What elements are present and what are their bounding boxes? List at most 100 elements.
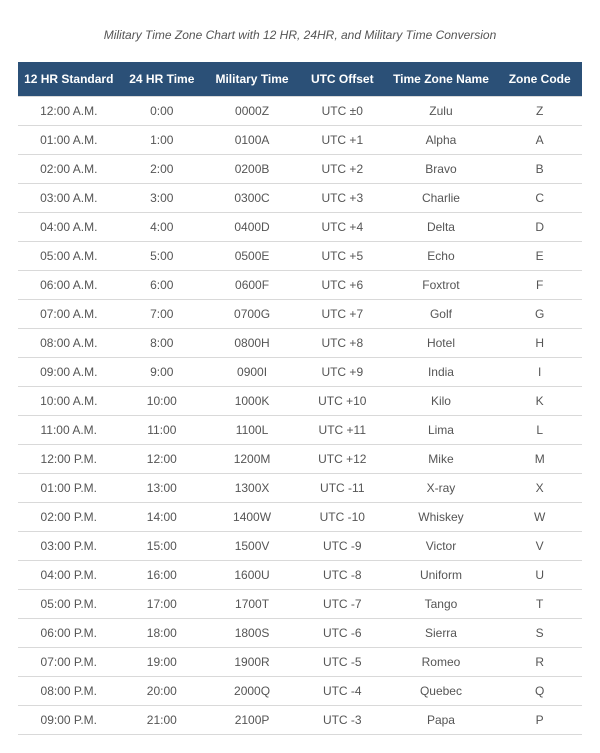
table-cell: 0:00	[120, 97, 205, 126]
table-cell: 0700G	[204, 300, 300, 329]
table-header: 12 HR Standard24 HR TimeMilitary TimeUTC…	[18, 62, 582, 97]
column-header: 24 HR Time	[120, 62, 205, 97]
table-cell: UTC -9	[300, 532, 385, 561]
table-cell: 1000K	[204, 387, 300, 416]
table-cell: L	[497, 416, 582, 445]
table-cell: Delta	[385, 213, 498, 242]
table-cell: S	[497, 619, 582, 648]
table-cell: Lima	[385, 416, 498, 445]
table-cell: 15:00	[120, 532, 205, 561]
table-cell: 1600U	[204, 561, 300, 590]
table-cell: 04:00 A.M.	[18, 213, 120, 242]
table-cell: 1700T	[204, 590, 300, 619]
table-cell: 0100A	[204, 126, 300, 155]
table-cell: 13:00	[120, 474, 205, 503]
timezone-table: 12 HR Standard24 HR TimeMilitary TimeUTC…	[18, 62, 582, 735]
table-row: 03:00 P.M.15:001500VUTC -9VictorV	[18, 532, 582, 561]
table-cell: 06:00 P.M.	[18, 619, 120, 648]
table-cell: 2000Q	[204, 677, 300, 706]
table-cell: UTC +3	[300, 184, 385, 213]
table-cell: 1500V	[204, 532, 300, 561]
table-row: 09:00 A.M.9:000900IUTC +9IndiaI	[18, 358, 582, 387]
table-cell: 05:00 P.M.	[18, 590, 120, 619]
table-cell: Romeo	[385, 648, 498, 677]
table-cell: Quebec	[385, 677, 498, 706]
table-cell: Tango	[385, 590, 498, 619]
table-cell: 06:00 A.M.	[18, 271, 120, 300]
table-cell: 21:00	[120, 706, 205, 735]
table-cell: 0900I	[204, 358, 300, 387]
table-cell: R	[497, 648, 582, 677]
table-cell: 0500E	[204, 242, 300, 271]
table-row: 11:00 A.M.11:001100LUTC +11LimaL	[18, 416, 582, 445]
table-cell: 3:00	[120, 184, 205, 213]
table-cell: Victor	[385, 532, 498, 561]
table-cell: Golf	[385, 300, 498, 329]
table-row: 12:00 P.M.12:001200MUTC +12MikeM	[18, 445, 582, 474]
table-cell: UTC +6	[300, 271, 385, 300]
table-cell: UTC +11	[300, 416, 385, 445]
table-cell: D	[497, 213, 582, 242]
table-row: 02:00 A.M.2:000200BUTC +2BravoB	[18, 155, 582, 184]
table-cell: 07:00 P.M.	[18, 648, 120, 677]
table-cell: 8:00	[120, 329, 205, 358]
table-row: 12:00 A.M.0:000000ZUTC ±0ZuluZ	[18, 97, 582, 126]
table-row: 01:00 P.M.13:001300XUTC -11X-rayX	[18, 474, 582, 503]
table-cell: 0200B	[204, 155, 300, 184]
table-cell: 12:00	[120, 445, 205, 474]
table-cell: 17:00	[120, 590, 205, 619]
table-cell: U	[497, 561, 582, 590]
table-body: 12:00 A.M.0:000000ZUTC ±0ZuluZ01:00 A.M.…	[18, 97, 582, 735]
table-row: 02:00 P.M.14:001400WUTC -10WhiskeyW	[18, 503, 582, 532]
table-cell: 12:00 A.M.	[18, 97, 120, 126]
table-cell: 0800H	[204, 329, 300, 358]
table-cell: P	[497, 706, 582, 735]
table-cell: A	[497, 126, 582, 155]
table-cell: E	[497, 242, 582, 271]
table-cell: 2100P	[204, 706, 300, 735]
table-cell: 20:00	[120, 677, 205, 706]
table-cell: UTC -4	[300, 677, 385, 706]
table-cell: 5:00	[120, 242, 205, 271]
table-row: 04:00 A.M.4:000400DUTC +4DeltaD	[18, 213, 582, 242]
table-cell: Bravo	[385, 155, 498, 184]
table-cell: 0000Z	[204, 97, 300, 126]
table-row: 05:00 A.M.5:000500EUTC +5EchoE	[18, 242, 582, 271]
table-cell: Q	[497, 677, 582, 706]
table-cell: 0400D	[204, 213, 300, 242]
table-cell: 11:00 A.M.	[18, 416, 120, 445]
table-cell: 11:00	[120, 416, 205, 445]
table-cell: Zulu	[385, 97, 498, 126]
table-row: 10:00 A.M.10:001000KUTC +10KiloK	[18, 387, 582, 416]
table-cell: UTC ±0	[300, 97, 385, 126]
table-cell: T	[497, 590, 582, 619]
table-cell: 1800S	[204, 619, 300, 648]
table-cell: 05:00 A.M.	[18, 242, 120, 271]
table-cell: UTC +4	[300, 213, 385, 242]
table-cell: 08:00 A.M.	[18, 329, 120, 358]
table-row: 08:00 P.M.20:002000QUTC -4QuebecQ	[18, 677, 582, 706]
table-cell: Papa	[385, 706, 498, 735]
table-cell: UTC -3	[300, 706, 385, 735]
column-header: Military Time	[204, 62, 300, 97]
table-cell: UTC +9	[300, 358, 385, 387]
table-cell: 19:00	[120, 648, 205, 677]
table-row: 03:00 A.M.3:000300CUTC +3CharlieC	[18, 184, 582, 213]
table-cell: Hotel	[385, 329, 498, 358]
table-cell: Mike	[385, 445, 498, 474]
table-cell: H	[497, 329, 582, 358]
table-cell: F	[497, 271, 582, 300]
table-cell: UTC +5	[300, 242, 385, 271]
table-cell: K	[497, 387, 582, 416]
table-cell: 4:00	[120, 213, 205, 242]
table-cell: Z	[497, 97, 582, 126]
table-cell: 0300C	[204, 184, 300, 213]
table-cell: 10:00	[120, 387, 205, 416]
table-cell: 02:00 P.M.	[18, 503, 120, 532]
table-cell: 02:00 A.M.	[18, 155, 120, 184]
table-cell: 08:00 P.M.	[18, 677, 120, 706]
table-cell: UTC -8	[300, 561, 385, 590]
table-row: 07:00 P.M.19:001900RUTC -5RomeoR	[18, 648, 582, 677]
table-cell: Sierra	[385, 619, 498, 648]
table-row: 07:00 A.M.7:000700GUTC +7GolfG	[18, 300, 582, 329]
